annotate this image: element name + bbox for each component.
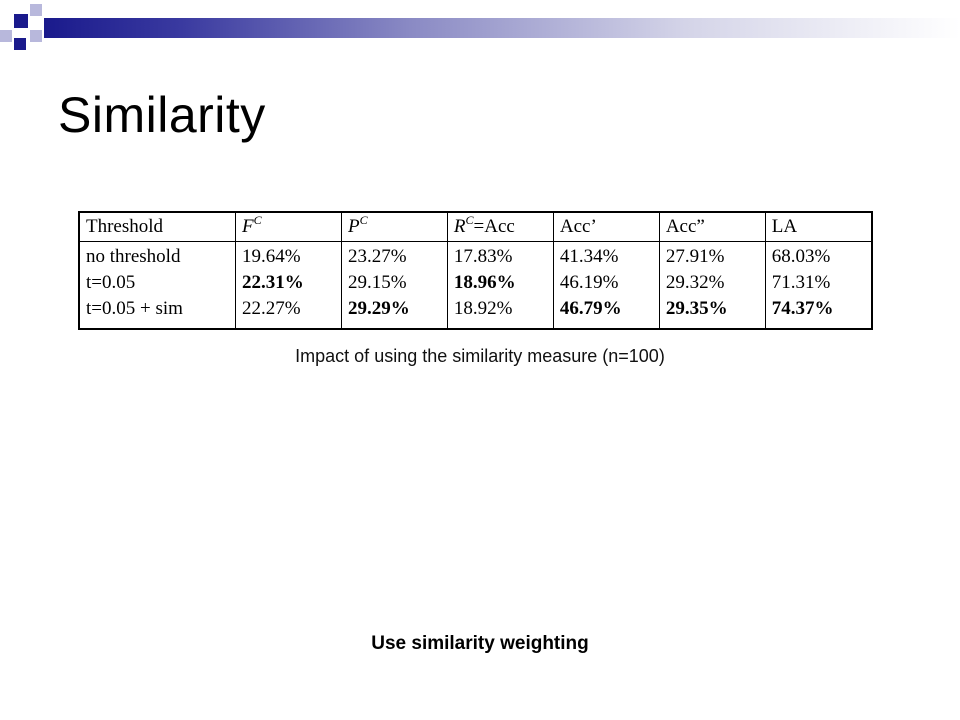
value-cell: 27.91% <box>658 241 766 270</box>
square-decoration-icon <box>30 30 42 42</box>
square-decoration-icon <box>30 4 42 16</box>
value-cell: 29.29% <box>340 296 448 329</box>
value-cell: 19.64% <box>235 241 342 270</box>
square-decoration-icon <box>0 30 12 42</box>
footer-note: Use similarity weighting <box>371 633 589 654</box>
value-cell: 46.19% <box>552 270 660 296</box>
value-cell: 29.32% <box>658 270 766 296</box>
header-acc-double-prime: Acc” <box>658 212 766 242</box>
header-rc-acc: RC=Acc <box>446 212 554 242</box>
table-row: no threshold 19.64% 23.27% 17.83% 41.34% 27.9… <box>78 241 872 270</box>
value-cell: 22.27% <box>235 296 342 329</box>
value-cell: 29.15% <box>340 270 448 296</box>
value-cell: 74.37% <box>764 296 872 329</box>
value-cell: 41.34% <box>552 241 660 270</box>
table-row: t=0.05 + sim 22.27% 29.29% 18.92% 46.79% 29.3… <box>78 296 872 329</box>
table-row: t=0.05 22.31% 29.15% 18.96% 46.19% 29.32% 71.3… <box>78 270 872 296</box>
value-cell: 23.27% <box>340 241 448 270</box>
row-label-cell: no threshold <box>78 241 236 270</box>
square-decoration-icon <box>14 38 26 50</box>
value-cell: 71.31% <box>764 270 872 296</box>
value-cell: 17.83% <box>446 241 554 270</box>
square-decoration-icon <box>14 14 28 28</box>
header-fc: FC <box>235 212 342 242</box>
value-cell: 22.31% <box>235 270 342 296</box>
value-cell: 68.03% <box>764 241 872 270</box>
gradient-stripe <box>44 18 960 38</box>
value-cell: 18.96% <box>446 270 554 296</box>
row-label-cell: t=0.05 <box>78 270 236 296</box>
row-label-cell: t=0.05 + sim <box>78 296 236 329</box>
results-table: Threshold FC PC RC=Acc Acc’ Acc” LA no t… <box>78 211 873 330</box>
header-acc-prime: Acc’ <box>552 212 660 242</box>
header-threshold: Threshold <box>78 212 236 242</box>
table-header-row: Threshold FC PC RC=Acc Acc’ Acc” LA <box>78 212 872 242</box>
decorative-header-bar <box>0 0 960 52</box>
table-body: no threshold 19.64% 23.27% 17.83% 41.34% 27.9… <box>78 241 872 329</box>
value-cell: 46.79% <box>552 296 660 329</box>
table-caption: Impact of using the similarity measure (… <box>295 346 665 366</box>
header-la: LA <box>764 212 872 242</box>
value-cell: 18.92% <box>446 296 554 329</box>
value-cell: 29.35% <box>658 296 766 329</box>
slide-title: Similarity <box>58 87 266 143</box>
header-pc: PC <box>340 212 448 242</box>
